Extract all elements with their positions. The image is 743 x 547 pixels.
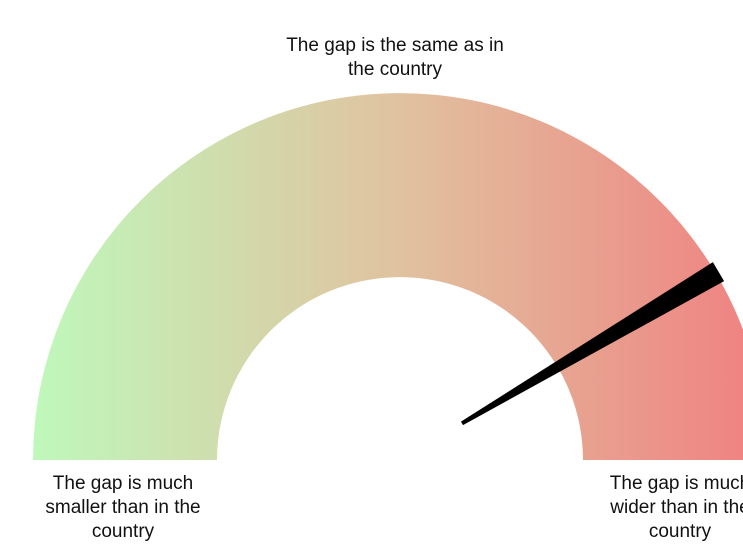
min-label: The gap is much smaller than in the coun… bbox=[45, 473, 201, 542]
max-label: The gap is much wider than in the countr… bbox=[609, 473, 743, 542]
gauge-arc bbox=[33, 93, 743, 460]
needle bbox=[460, 262, 725, 426]
center-label: The gap is the same as in the country bbox=[286, 35, 504, 80]
